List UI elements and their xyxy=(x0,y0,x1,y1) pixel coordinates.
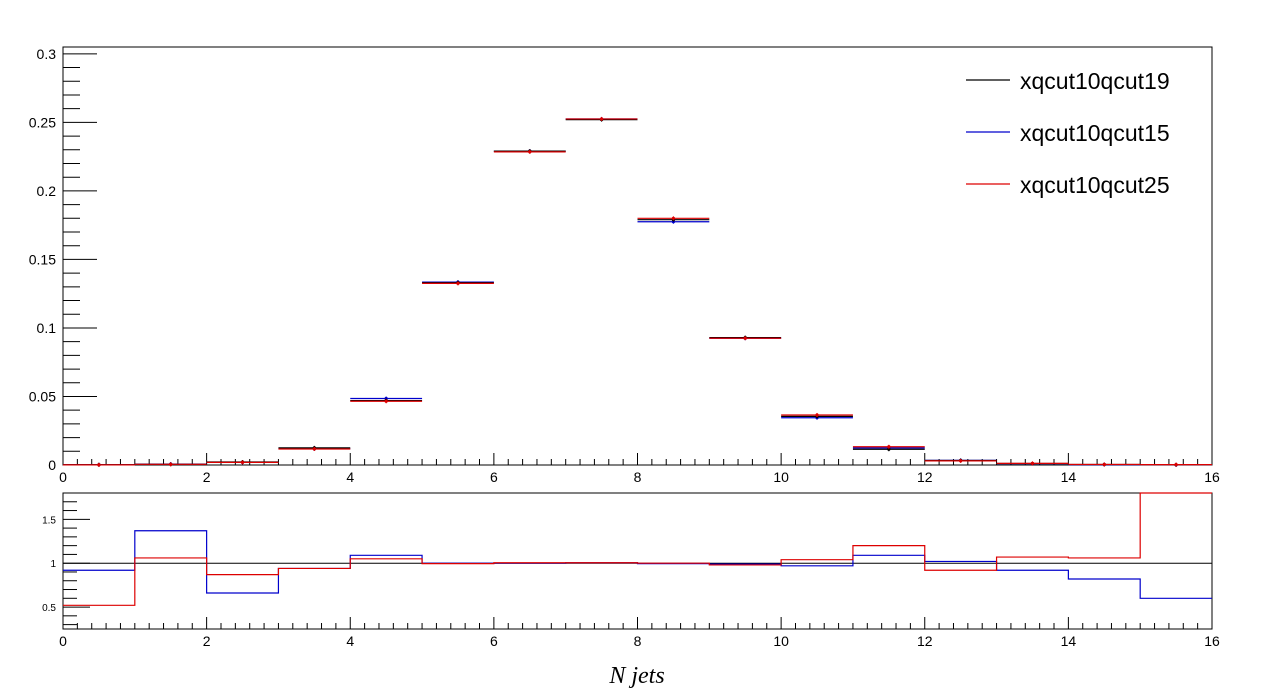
main-y-tick-label: 0.05 xyxy=(29,388,56,404)
ratio-x-tick-label: 16 xyxy=(1204,633,1220,649)
ratio-plot-frame xyxy=(62,492,1213,630)
point-10-xqcut10qcut25 xyxy=(815,413,819,417)
point-3-xqcut10qcut25 xyxy=(312,447,316,451)
point-7-xqcut10qcut25 xyxy=(599,117,604,121)
ratio-x-tick-label: 4 xyxy=(346,633,354,649)
ratio-series-xqcut10qcut15 xyxy=(63,530,1212,599)
main-y-tick-label: 0.25 xyxy=(29,114,56,130)
point-0-xqcut10qcut25 xyxy=(97,463,101,467)
legend-entry: xqcut10qcut25 xyxy=(966,172,1170,198)
main-x-tick-label: 12 xyxy=(917,469,933,485)
legend-label: xqcut10qcut25 xyxy=(1020,172,1170,198)
main-x-tick-label: 10 xyxy=(773,469,789,485)
point-12-xqcut10qcut25 xyxy=(959,459,963,463)
ratio-y-tick-label: 1 xyxy=(50,559,56,570)
ratio-x-tick-label: 12 xyxy=(917,633,933,649)
x-axis-title: N jets xyxy=(608,663,664,689)
series-xqcut10qcut25 xyxy=(63,116,1212,467)
point-5-xqcut10qcut25 xyxy=(456,281,460,286)
legend-entry: xqcut10qcut19 xyxy=(966,68,1170,94)
point-11-xqcut10qcut25 xyxy=(887,445,891,449)
main-x-tick-label: 0 xyxy=(59,469,67,485)
main-axis-ticks xyxy=(62,53,1213,466)
main-x-tick-label: 14 xyxy=(1061,469,1077,485)
legend-label: xqcut10qcut15 xyxy=(1020,120,1170,146)
point-15-xqcut10qcut25 xyxy=(1174,462,1178,467)
main-x-tick-label: 2 xyxy=(203,469,211,485)
main-y-tick-label: 0 xyxy=(48,457,56,473)
legend-label: xqcut10qcut19 xyxy=(1020,68,1170,94)
main-y-tick-labels: 0 0.05 0.1 0.15 0.2 0.25 0.3 xyxy=(29,46,56,473)
main-x-tick-label: 4 xyxy=(346,469,354,485)
ratio-x-tick-labels: 0 2 4 6 8 10 12 14 16 xyxy=(59,633,1220,649)
series-xqcut10qcut15 xyxy=(63,116,1212,467)
ratio-series-group xyxy=(63,492,1212,606)
point-9-xqcut10qcut25 xyxy=(743,336,747,340)
point-13-xqcut10qcut25 xyxy=(1030,461,1035,465)
point-2-xqcut10qcut25 xyxy=(240,460,245,464)
ratio-x-tick-label: 8 xyxy=(634,633,642,649)
ratio-y-tick-label: 0.5 xyxy=(42,603,56,614)
ratio-y-tick-label: 1.5 xyxy=(42,515,56,526)
main-y-tick-label: 0.3 xyxy=(37,46,57,62)
legend-entry: xqcut10qcut15 xyxy=(966,120,1170,146)
main-y-tick-label: 0.2 xyxy=(37,183,57,199)
main-y-tick-label: 0.1 xyxy=(37,320,57,336)
main-x-tick-labels: 0 2 4 6 8 10 12 14 16 xyxy=(59,469,1220,485)
main-x-tick-label: 16 xyxy=(1204,469,1220,485)
ratio-x-tick-label: 0 xyxy=(59,633,67,649)
main-series-group xyxy=(63,116,1212,467)
main-x-tick-label: 8 xyxy=(634,469,642,485)
point-1-xqcut10qcut25 xyxy=(169,462,173,466)
ratio-x-tick-label: 2 xyxy=(203,633,211,649)
main-y-tick-label: 0.15 xyxy=(29,251,56,267)
ratio-x-tick-label: 14 xyxy=(1061,633,1077,649)
main-plot-frame xyxy=(62,46,1213,466)
series-xqcut10qcut19 xyxy=(63,117,1212,467)
point-14-xqcut10qcut25 xyxy=(1102,462,1106,467)
point-8-xqcut10qcut25 xyxy=(671,216,676,220)
main-x-tick-label: 6 xyxy=(490,469,498,485)
point-11-xqcut10qcut19 xyxy=(887,447,891,451)
ratio-x-tick-label: 6 xyxy=(490,633,498,649)
ratio-series-xqcut10qcut25 xyxy=(63,492,1212,606)
ratio-y-tick-labels: 0.5 1 1.5 xyxy=(42,515,56,614)
point-6-xqcut10qcut25 xyxy=(528,150,532,154)
point-4-xqcut10qcut25 xyxy=(384,399,388,403)
ratio-axis-ticks xyxy=(62,501,1213,629)
ratio-x-tick-label: 10 xyxy=(773,633,789,649)
legend: xqcut10qcut19 xqcut10qcut15 xqcut10qcut25 xyxy=(966,68,1170,198)
